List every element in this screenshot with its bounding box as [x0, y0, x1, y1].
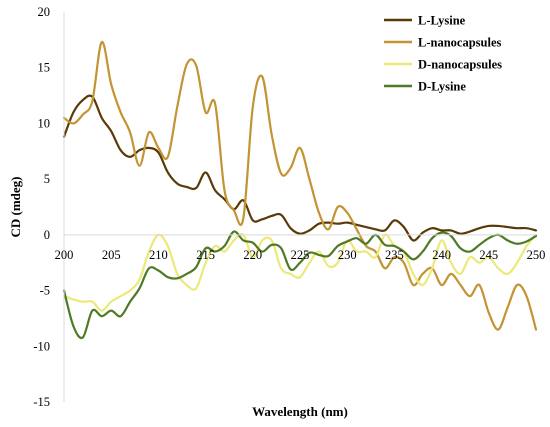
- x-tick-label: 250: [527, 248, 546, 262]
- y-tick-label: 20: [38, 5, 51, 19]
- series-line-l-nanocapsules: [62, 40, 538, 331]
- y-tick-label: 10: [38, 116, 51, 130]
- x-tick-label: 240: [432, 248, 451, 262]
- x-tick-label: 200: [55, 248, 74, 262]
- legend-label: D-Lysine: [418, 80, 466, 94]
- x-tick-label: 245: [479, 248, 498, 262]
- y-tick-label: -10: [33, 339, 50, 353]
- x-tick-label: 230: [338, 248, 357, 262]
- legend-label: L-Lysine: [418, 14, 466, 28]
- x-tick-label: 225: [291, 248, 310, 262]
- x-tick-label: 215: [196, 248, 215, 262]
- y-tick-label: -5: [40, 284, 50, 298]
- x-tick-label: 220: [243, 248, 262, 262]
- x-tick-labels: 200 205 210 215 220 225 230 235 240 245 250: [55, 248, 546, 262]
- plot-lines: [62, 40, 538, 340]
- y-axis-title: CD (mdeg): [8, 176, 23, 237]
- series-line-d-nanocapsules: [62, 233, 538, 312]
- x-tick-label: 210: [149, 248, 168, 262]
- legend: L-Lysine L-nanocapsules D-nanocapsules D-Ly…: [384, 14, 502, 94]
- y-tick-label: 15: [38, 61, 51, 75]
- x-tick-label: 235: [385, 248, 404, 262]
- legend-label: L-nanocapsules: [418, 36, 501, 50]
- y-tick-label: -15: [33, 395, 50, 409]
- y-tick-label: 0: [44, 228, 50, 242]
- axes: [63, 12, 536, 402]
- y-tick-labels: 20 15 10 5 0 -5 -10 -15: [33, 5, 50, 409]
- series-line-d-lysine: [62, 230, 538, 340]
- legend-label: D-nanocapsules: [418, 58, 502, 72]
- series-line-l-lysine: [62, 94, 538, 242]
- x-axis-title: Wavelength (nm): [252, 404, 348, 419]
- y-tick-label: 5: [44, 172, 50, 186]
- x-tick-label: 205: [102, 248, 121, 262]
